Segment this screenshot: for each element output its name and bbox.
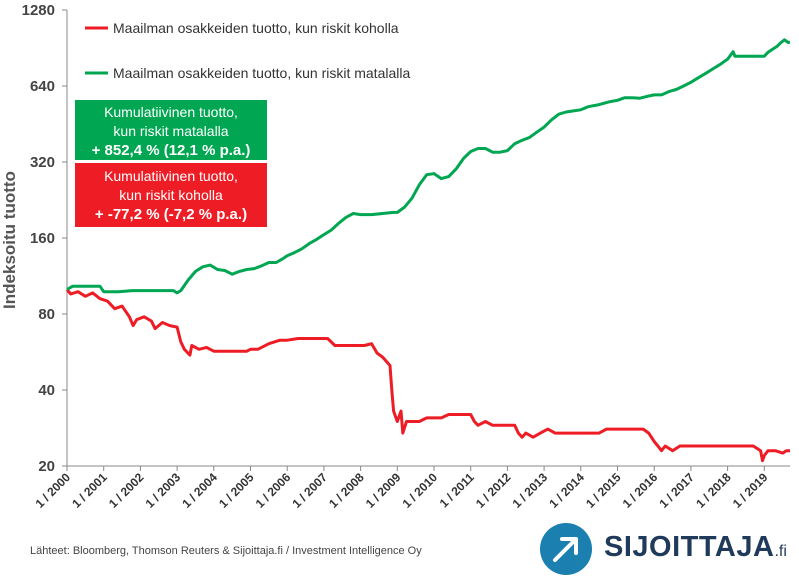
legend-label-green: Maailman osakkeiden tuotto, kun riskit m… <box>113 65 410 81</box>
y-tick-label: 80 <box>38 306 55 323</box>
x-tick-label: 1 / 2017 <box>656 470 697 511</box>
annotation-value: + 852,4 % (12,1 % p.a.) <box>91 142 251 159</box>
x-tick-label: 1 / 2010 <box>400 470 441 511</box>
y-tick-label: 640 <box>30 78 55 95</box>
x-tick-label: 1 / 2018 <box>693 470 734 511</box>
x-tick-label: 1 / 2007 <box>289 470 330 511</box>
annotation-line: Kumulatiivinen tuotto, <box>104 104 238 120</box>
annotation-box-high-risk: Kumulatiivinen tuotto, kun riskit koholl… <box>75 163 267 227</box>
y-axis-label: Indeksoitu tuotto <box>0 171 19 309</box>
x-tick-label: 1 / 2012 <box>473 470 514 511</box>
x-tick-label: 1 / 2008 <box>326 470 367 511</box>
x-tick-label: 1 / 2015 <box>583 470 624 511</box>
x-tick-label: 1 / 2003 <box>143 470 184 511</box>
x-tick-label: 1 / 2001 <box>69 470 110 511</box>
y-tick-label: 20 <box>38 458 55 475</box>
y-tick-label: 160 <box>30 230 55 247</box>
x-tick-label: 1 / 2019 <box>730 470 771 511</box>
series-lines <box>65 38 791 463</box>
y-tick-label: 320 <box>30 154 55 171</box>
x-tick-label: 1 / 2013 <box>510 470 551 511</box>
x-tick-label: 1 / 2009 <box>363 470 404 511</box>
logo-text: SIJOITTAJA.fi <box>604 531 787 563</box>
x-tick-label: 1 / 2000 <box>33 470 74 511</box>
x-tick-label: 1 / 2005 <box>216 470 257 511</box>
series-line-high-risk <box>65 288 790 463</box>
logo: SIJOITTAJA.fi <box>540 523 795 575</box>
series-line-low-risk <box>66 38 791 295</box>
x-tick-label: 1 / 2016 <box>620 470 661 511</box>
x-tick-label: 1 / 2002 <box>106 470 147 511</box>
y-ticks: 20 40 80 160 320 640 1280 <box>22 2 67 475</box>
x-tick-label: 1 / 2014 <box>546 470 587 511</box>
annotation-line: kun riskit koholla <box>119 187 223 203</box>
legend-label-red: Maailman osakkeiden tuotto, kun riskit k… <box>113 20 399 36</box>
annotation-line: kun riskit matalalla <box>113 123 229 139</box>
logo-arrow-icon <box>540 523 592 575</box>
y-tick-label: 1280 <box>22 2 55 19</box>
annotation-box-low-risk: Kumulatiivinen tuotto, kun riskit matala… <box>75 100 267 160</box>
x-tick-label: 1 / 2011 <box>437 470 477 510</box>
annotation-line: Kumulatiivinen tuotto, <box>104 168 238 184</box>
x-tick-label: 1 / 2004 <box>179 470 220 511</box>
x-tick-label: 1 / 2006 <box>253 470 294 511</box>
y-tick-label: 40 <box>38 382 55 399</box>
source-note: Lähteet: Bloomberg, Thomson Reuters & Si… <box>30 545 422 557</box>
legend: Maailman osakkeiden tuotto, kun riskit k… <box>85 20 410 81</box>
annotation-value: + -77,2 % (-7,2 % p.a.) <box>94 206 248 223</box>
